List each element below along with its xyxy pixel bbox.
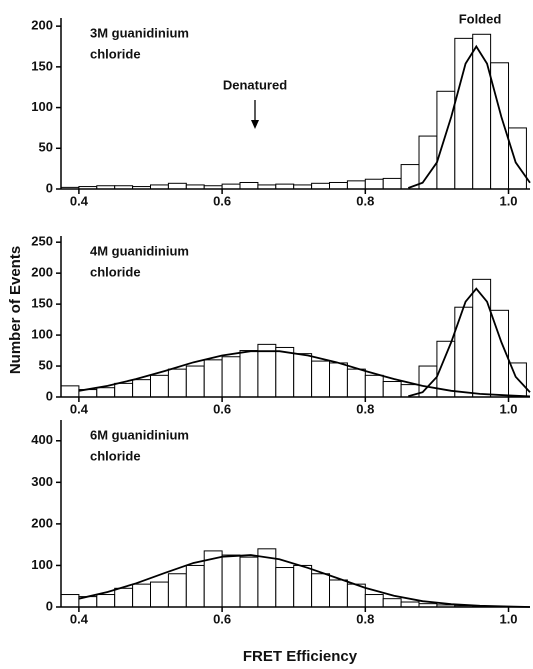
bar bbox=[185, 564, 205, 608]
bar bbox=[293, 353, 313, 398]
bar bbox=[418, 135, 438, 190]
bar bbox=[185, 365, 205, 398]
y-tick-label: 200 bbox=[31, 265, 53, 280]
x-tick-label: 1.0 bbox=[499, 401, 517, 416]
x-tick-label: 0.6 bbox=[213, 611, 231, 626]
y-tick-label: 100 bbox=[31, 327, 53, 342]
bar bbox=[275, 567, 295, 608]
bar bbox=[329, 362, 348, 398]
y-tick-label: 150 bbox=[31, 296, 53, 311]
y-axis-label: Number of Events bbox=[7, 246, 24, 374]
y-tick-label: 100 bbox=[31, 99, 53, 114]
bar bbox=[132, 379, 152, 398]
fit-curve bbox=[78, 554, 531, 608]
panel-label: chloride bbox=[90, 264, 141, 279]
y-tick-label: 150 bbox=[31, 58, 53, 73]
y-tick-label: 300 bbox=[31, 474, 53, 489]
x-tick-label: 0.6 bbox=[213, 401, 231, 416]
bar bbox=[311, 573, 331, 608]
x-tick-label: 0.8 bbox=[356, 611, 374, 626]
bar bbox=[472, 278, 492, 398]
bar bbox=[114, 382, 134, 398]
fit-curve bbox=[78, 350, 531, 398]
bar bbox=[382, 177, 402, 190]
x-axis-label: FRET Efficiency bbox=[243, 648, 358, 665]
bar bbox=[293, 564, 313, 608]
bar bbox=[364, 178, 384, 190]
y-tick-label: 100 bbox=[31, 557, 53, 572]
bar bbox=[167, 182, 187, 190]
panel-label: chloride bbox=[90, 448, 141, 463]
bar bbox=[114, 587, 134, 608]
bar bbox=[346, 368, 366, 398]
y-tick-label: 200 bbox=[31, 18, 53, 33]
bar bbox=[239, 350, 259, 398]
bar bbox=[490, 62, 510, 190]
bar bbox=[346, 180, 366, 190]
y-tick-label: 0 bbox=[46, 598, 53, 613]
bar bbox=[311, 182, 331, 190]
bar bbox=[275, 346, 295, 398]
x-tick-label: 0.4 bbox=[70, 611, 89, 626]
fit-curve bbox=[407, 44, 531, 189]
bar bbox=[239, 556, 259, 608]
y-tick-label: 0 bbox=[46, 388, 53, 403]
bar bbox=[508, 127, 527, 190]
bar bbox=[221, 356, 241, 398]
y-tick-label: 250 bbox=[31, 234, 53, 249]
bar bbox=[257, 343, 277, 398]
bar bbox=[60, 594, 80, 608]
y-tick-label: 400 bbox=[31, 432, 53, 447]
bar bbox=[203, 359, 223, 398]
arrow bbox=[251, 100, 259, 129]
x-tick-label: 0.6 bbox=[213, 193, 231, 208]
panel-label: 4M guanidinium bbox=[90, 243, 189, 258]
y-tick-label: 50 bbox=[39, 140, 53, 155]
bar bbox=[436, 90, 456, 190]
bar bbox=[150, 581, 169, 608]
x-tick-label: 0.8 bbox=[356, 401, 374, 416]
panel-label: chloride bbox=[90, 46, 141, 61]
x-tick-label: 1.0 bbox=[499, 193, 517, 208]
bar bbox=[329, 181, 348, 190]
bar bbox=[329, 579, 348, 608]
bar bbox=[364, 374, 384, 398]
annotation: Denatured bbox=[223, 77, 287, 92]
bar bbox=[239, 181, 259, 190]
x-tick-label: 0.4 bbox=[70, 401, 89, 416]
bar bbox=[364, 594, 384, 608]
x-tick-label: 0.4 bbox=[70, 193, 89, 208]
panel-label: 6M guanidinium bbox=[90, 427, 189, 442]
bar bbox=[454, 37, 474, 190]
bar bbox=[132, 583, 152, 608]
bar bbox=[60, 385, 80, 398]
x-tick-label: 1.0 bbox=[499, 611, 517, 626]
fit-curve bbox=[408, 287, 531, 398]
panel-label: 3M guanidinium bbox=[90, 25, 189, 40]
y-tick-label: 200 bbox=[31, 515, 53, 530]
bar bbox=[382, 598, 402, 608]
bar bbox=[167, 368, 187, 398]
x-tick-label: 0.8 bbox=[356, 193, 374, 208]
bar bbox=[150, 374, 169, 398]
annotation: Folded bbox=[459, 11, 502, 26]
bar bbox=[221, 554, 241, 608]
bar bbox=[167, 573, 187, 608]
bar bbox=[382, 381, 402, 398]
bar bbox=[454, 306, 474, 398]
bar bbox=[96, 387, 116, 398]
y-tick-label: 0 bbox=[46, 180, 53, 195]
y-tick-label: 50 bbox=[39, 357, 53, 372]
bar bbox=[311, 360, 331, 398]
bar bbox=[96, 594, 116, 608]
bar bbox=[472, 33, 492, 190]
